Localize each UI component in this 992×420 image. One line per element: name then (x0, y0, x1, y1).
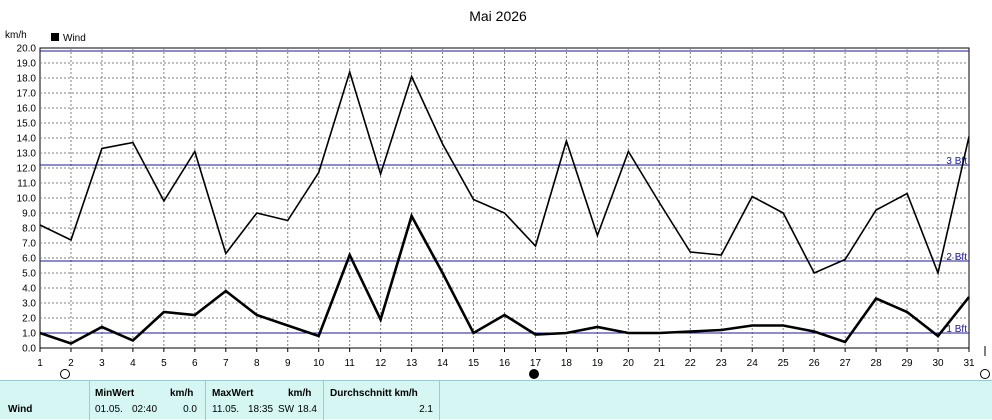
y-tick-label: 12.0 (17, 164, 37, 175)
reference-label: 2 Bft (946, 252, 967, 263)
y-tick-label: 2.0 (22, 314, 36, 325)
x-tick-label: 25 (778, 358, 790, 369)
y-tick-label: 0.0 (22, 344, 36, 355)
average-wind-line (39, 212, 971, 345)
x-tick-label: 22 (685, 358, 697, 369)
avg-header: Durchschnitt km/h (330, 388, 418, 399)
max-time: 18:35 (248, 404, 274, 415)
y-tick-label: 17.0 (17, 89, 37, 100)
y-axis-label: km/h (5, 30, 27, 41)
x-tick-label: 30 (932, 358, 944, 369)
current-position-marker (529, 369, 539, 379)
max-header: MaxWert (212, 388, 254, 399)
x-tick-label: 6 (192, 358, 198, 369)
stats-label-cell: Wind (0, 381, 90, 420)
max-unit: km/h (288, 388, 312, 399)
min-cell: MinWert km/h 01.05. 02:40 0.0 (90, 381, 206, 420)
x-tick-label: 31 (963, 358, 975, 369)
x-tick-label: 2 (68, 358, 74, 369)
y-tick-label: 8.0 (22, 224, 36, 235)
x-tick-label: 18 (561, 358, 573, 369)
x-tick-label: 5 (161, 358, 167, 369)
y-tick-label: 19.0 (17, 59, 37, 70)
x-tick-label: 26 (809, 358, 821, 369)
avg-cell: Durchschnitt km/h 2.1 (324, 381, 440, 420)
x-tick-label: 3 (99, 358, 105, 369)
max-value: 18.4 (297, 404, 317, 415)
y-tick-label: 11.0 (17, 179, 36, 190)
y-tick-label: 20.0 (17, 44, 37, 55)
y-tick-label: 18.0 (17, 74, 37, 85)
max-direction: SW (278, 404, 295, 415)
reference-label: 1 Bft (946, 324, 967, 335)
scroll-right-handle (980, 369, 990, 379)
reference-label: 3 Bft (946, 156, 967, 167)
scroll-left-handle (60, 369, 70, 379)
x-tick-label: 12 (375, 358, 387, 369)
min-header: MinWert (95, 388, 135, 399)
y-tick-label: 9.0 (22, 209, 36, 220)
x-tick-label: 24 (747, 358, 759, 369)
wind-chart: Mai 2026 km/h Wind 3 Bft 2 Bft 1 Bft 0.0 1.… (5, 8, 990, 379)
min-unit: km/h (170, 388, 194, 399)
stats-panel: Wind MinWert km/h 01.05. 02:40 0.0 MaxWe… (0, 380, 992, 420)
y-tick-label: 4.0 (22, 284, 36, 295)
x-tick-label: 11 (344, 358, 355, 369)
x-tick-label: 10 (313, 358, 325, 369)
x-tick-label: 15 (468, 358, 480, 369)
x-tick-label: 27 (840, 358, 852, 369)
x-tick-label: 13 (406, 358, 418, 369)
y-tick-label: 16.0 (17, 104, 37, 115)
max-date: 11.05. (212, 404, 240, 415)
y-tick-label: 14.0 (17, 134, 37, 145)
y-tick-label: 6.0 (22, 254, 36, 265)
x-tick-label: 19 (592, 358, 604, 369)
min-date: 01.05. (95, 404, 123, 415)
y-tick-label: 7.0 (22, 239, 36, 250)
x-tick-label: 1 (37, 358, 43, 369)
legend-swatch (51, 33, 59, 41)
x-tick-label: 20 (623, 358, 635, 369)
x-tick-label: 21 (654, 358, 666, 369)
chart-title: Mai 2026 (469, 8, 527, 24)
x-tick-label: 4 (130, 358, 136, 369)
stats-row-label: Wind (8, 404, 33, 415)
x-tick-label: 23 (716, 358, 728, 369)
legend-label: Wind (63, 33, 86, 44)
x-tick-label: 9 (285, 358, 291, 369)
min-time: 02:40 (132, 404, 158, 415)
x-tick-label: 14 (437, 358, 449, 369)
x-tick-label: 28 (871, 358, 883, 369)
x-tick-label: 8 (254, 358, 260, 369)
y-tick-label: 5.0 (22, 269, 36, 280)
y-tick-label: 15.0 (17, 119, 37, 130)
x-tick-label: 29 (902, 358, 914, 369)
min-value: 0.0 (183, 404, 197, 415)
x-tick-label: 7 (223, 358, 229, 369)
max-cell: MaxWert km/h 11.05. 18:35 SW 18.4 (206, 381, 324, 420)
avg-value: 2.1 (419, 404, 433, 415)
y-tick-label: 10.0 (17, 194, 37, 205)
y-tick-label: 3.0 (22, 299, 36, 310)
x-tick-label: 16 (499, 358, 511, 369)
x-tick-label: 17 (530, 358, 542, 369)
y-tick-label: 1.0 (22, 329, 36, 340)
y-tick-label: 13.0 (17, 149, 37, 160)
gust-wind-line (39, 69, 970, 276)
